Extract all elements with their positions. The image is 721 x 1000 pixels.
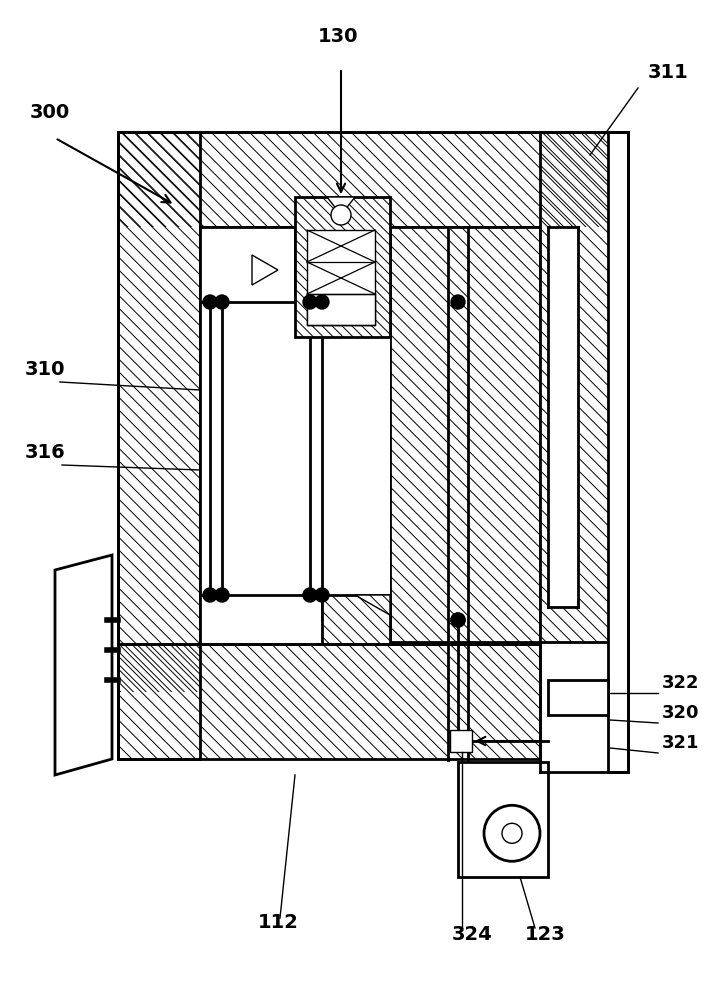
Bar	[200, 227, 295, 302]
Text: 112: 112	[258, 913, 299, 932]
Circle shape	[303, 588, 317, 602]
Circle shape	[303, 295, 317, 309]
Text: 324: 324	[452, 925, 492, 944]
Text: 300: 300	[30, 103, 70, 122]
Circle shape	[451, 613, 465, 627]
Polygon shape	[118, 644, 540, 759]
Polygon shape	[390, 227, 540, 642]
Text: 320: 320	[662, 704, 699, 722]
Polygon shape	[390, 227, 540, 642]
Text: 321: 321	[662, 734, 699, 752]
Circle shape	[451, 295, 465, 309]
Circle shape	[315, 295, 329, 309]
Polygon shape	[540, 132, 628, 642]
Text: 311: 311	[648, 63, 689, 82]
Polygon shape	[118, 644, 540, 759]
Circle shape	[484, 805, 540, 861]
Polygon shape	[295, 197, 390, 337]
Polygon shape	[118, 132, 628, 227]
Polygon shape	[327, 197, 355, 215]
Text: 316: 316	[25, 443, 66, 462]
Bar	[200, 227, 390, 644]
Bar	[307, 230, 375, 325]
Polygon shape	[322, 595, 390, 644]
Text: 310: 310	[25, 360, 66, 379]
Circle shape	[215, 588, 229, 602]
Circle shape	[203, 295, 217, 309]
Polygon shape	[322, 595, 390, 644]
Polygon shape	[118, 132, 200, 692]
Bar	[450, 730, 472, 752]
Polygon shape	[355, 595, 390, 615]
Text: 322: 322	[662, 674, 699, 692]
Polygon shape	[540, 132, 628, 642]
Circle shape	[331, 205, 351, 225]
Bar	[608, 132, 628, 772]
Circle shape	[215, 295, 229, 309]
Circle shape	[203, 588, 217, 602]
Bar	[307, 294, 375, 325]
Text: 130: 130	[318, 27, 358, 46]
Text: 123: 123	[525, 925, 566, 944]
Circle shape	[315, 588, 329, 602]
Circle shape	[451, 613, 465, 627]
Bar	[548, 680, 608, 715]
Circle shape	[502, 823, 522, 843]
Bar	[200, 595, 390, 644]
Bar	[548, 227, 578, 607]
Polygon shape	[118, 132, 200, 692]
Polygon shape	[118, 132, 628, 227]
Polygon shape	[55, 555, 112, 775]
Bar	[458, 762, 548, 877]
Polygon shape	[295, 197, 390, 337]
